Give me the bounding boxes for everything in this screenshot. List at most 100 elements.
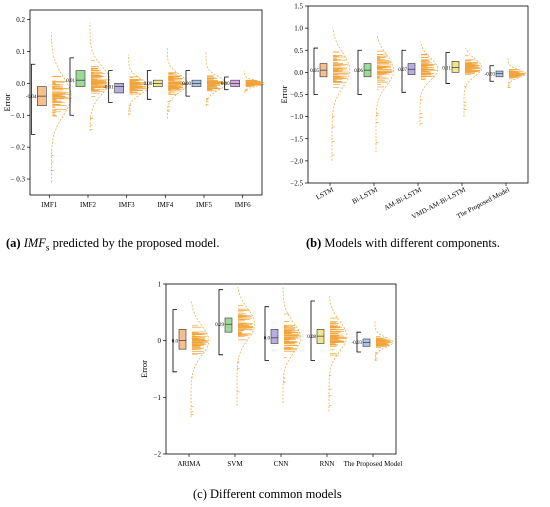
plot-frame <box>29 9 263 196</box>
mean-label: 0.0 <box>264 337 271 342</box>
plot-frame <box>307 5 529 184</box>
whisker-bracket <box>313 47 318 95</box>
caption-a: (a) IMFs predicted by the proposed model… <box>6 236 220 253</box>
y-axis-label: Error <box>279 85 289 103</box>
mean-label: -0.04 <box>26 95 37 100</box>
whisker-bracket <box>30 63 36 135</box>
caption-a-label: (a) <box>6 236 21 250</box>
mean-label: 0.11 <box>442 66 451 71</box>
x-tick-label: IMF6 <box>235 201 251 209</box>
y-axis-label: Error <box>2 93 12 111</box>
mean-label: -0.03 <box>485 73 496 78</box>
box <box>224 317 233 333</box>
whisker-bracket <box>264 306 269 361</box>
mean-label: 0.06 <box>354 69 363 74</box>
whisker-bracket <box>310 300 315 361</box>
y-tick-label: −2.0 <box>290 157 303 165</box>
mean-label: 0.0 <box>172 339 179 344</box>
y-tick-label: 0.0 <box>16 80 25 88</box>
density-outline <box>507 56 527 89</box>
y-axis-label: Error <box>139 360 149 378</box>
y-tick-label: 0.1 <box>16 48 25 56</box>
y-tick-label: 0.0 <box>294 69 303 77</box>
x-tick-label: The Proposed Model <box>344 460 403 468</box>
x-tick-label: IMF5 <box>196 201 212 209</box>
mean-label: 0.00 <box>182 82 191 87</box>
caption-a-sub: s <box>45 242 50 253</box>
whisker-bracket <box>218 289 223 356</box>
y-tick-label: − 0.3 <box>11 176 26 184</box>
whisker-bracket <box>445 52 450 84</box>
caption-b: (b) Models with different components. <box>306 236 500 251</box>
whisker-bracket <box>401 49 406 93</box>
whisker-bracket <box>146 70 152 100</box>
y-tick-label: 1.0 <box>294 25 303 33</box>
y-tick-label: 0.5 <box>294 47 303 55</box>
x-tick-label: IMF3 <box>119 201 135 209</box>
density-outline <box>236 286 256 407</box>
x-tick-label: CNN <box>274 460 289 468</box>
caption-b-text: Models with different components. <box>321 236 500 250</box>
density-outline <box>244 70 266 94</box>
box <box>270 329 279 344</box>
density-outline <box>89 22 111 132</box>
density-outline <box>463 47 483 117</box>
chart-panel-b: −2.5 −2.0 −1.5 −1.0 −0.5 0.0 0.5 1.0 1.5 Error 0.0… <box>279 3 529 221</box>
caption-b-label: (b) <box>306 236 322 250</box>
caption-c: (c) Different common models <box>193 487 342 502</box>
whisker-bracket <box>108 70 113 103</box>
caption-a-text: predicted by the proposed model. <box>49 236 220 250</box>
mean-label: 0.00 <box>221 82 230 87</box>
y-tick-label: 0.2 <box>16 16 25 24</box>
plot-frame <box>165 283 397 455</box>
x-tick-label: RNN <box>320 460 335 468</box>
y-tick-label: −2 <box>154 451 162 459</box>
whisker-bracket <box>224 76 229 91</box>
x-tick-label: IMF2 <box>80 201 96 209</box>
density-outline <box>50 32 72 183</box>
x-tick-label: IMF4 <box>157 201 173 209</box>
mean-label: 0.01 <box>66 79 75 84</box>
box <box>178 329 187 350</box>
y-tick-label: 0 <box>158 337 162 345</box>
mean-label: 0.00 <box>144 82 153 87</box>
y-tick-label: 1.5 <box>294 3 303 11</box>
x-tick-label: AM-Bi-LSTM <box>383 185 424 212</box>
density-outline <box>374 320 394 361</box>
y-tick-label: −1.0 <box>290 113 303 121</box>
chart-panel-a: − 0.3 − 0.2 − 0.1 0.0 0.1 0.2 Error -0.04 IMF1 0.… <box>2 9 266 209</box>
mean-label: -0.03 <box>352 341 363 346</box>
whisker-bracket <box>172 309 177 373</box>
density-outline <box>331 28 351 162</box>
x-tick-label: Bi-LSTM <box>351 185 380 205</box>
caption-c-text: (c) Different common models <box>193 487 342 501</box>
chart-panel-c: −2 −1 0 1 Error 0.0 ARIMA 0.29 SVM 0.0 CNN 0.08 RNN -… <box>139 281 403 469</box>
mean-label: 0.29 <box>215 323 224 328</box>
mean-label: 0.08 <box>307 335 316 340</box>
x-tick-label: SVM <box>227 460 243 468</box>
density-outline <box>166 48 188 119</box>
x-tick-label: ARIMA <box>177 460 200 468</box>
density-outline <box>190 300 210 418</box>
density-outline <box>328 295 348 412</box>
box <box>114 83 124 94</box>
mean-label: 0.07 <box>398 68 407 73</box>
x-tick-label: IMF1 <box>41 201 57 209</box>
whisker-bracket <box>356 331 361 353</box>
y-tick-label: −1 <box>154 394 162 402</box>
whisker-bracket <box>489 65 494 82</box>
y-tick-label: −2.5 <box>290 180 303 188</box>
caption-a-imf: IMF <box>23 236 46 250</box>
y-tick-label: − 0.2 <box>11 144 26 152</box>
whisker-bracket <box>357 49 362 95</box>
whisker-bracket <box>69 57 74 116</box>
whisker-bracket <box>185 70 190 97</box>
y-tick-label: −1.5 <box>290 135 303 143</box>
density-outline <box>128 54 149 116</box>
density-outline <box>282 286 302 404</box>
density-outline <box>375 34 395 153</box>
y-tick-label: − 0.1 <box>11 112 26 120</box>
mean-label: -0.01 <box>103 85 114 90</box>
y-tick-label: −0.5 <box>290 91 303 99</box>
box <box>451 61 460 73</box>
